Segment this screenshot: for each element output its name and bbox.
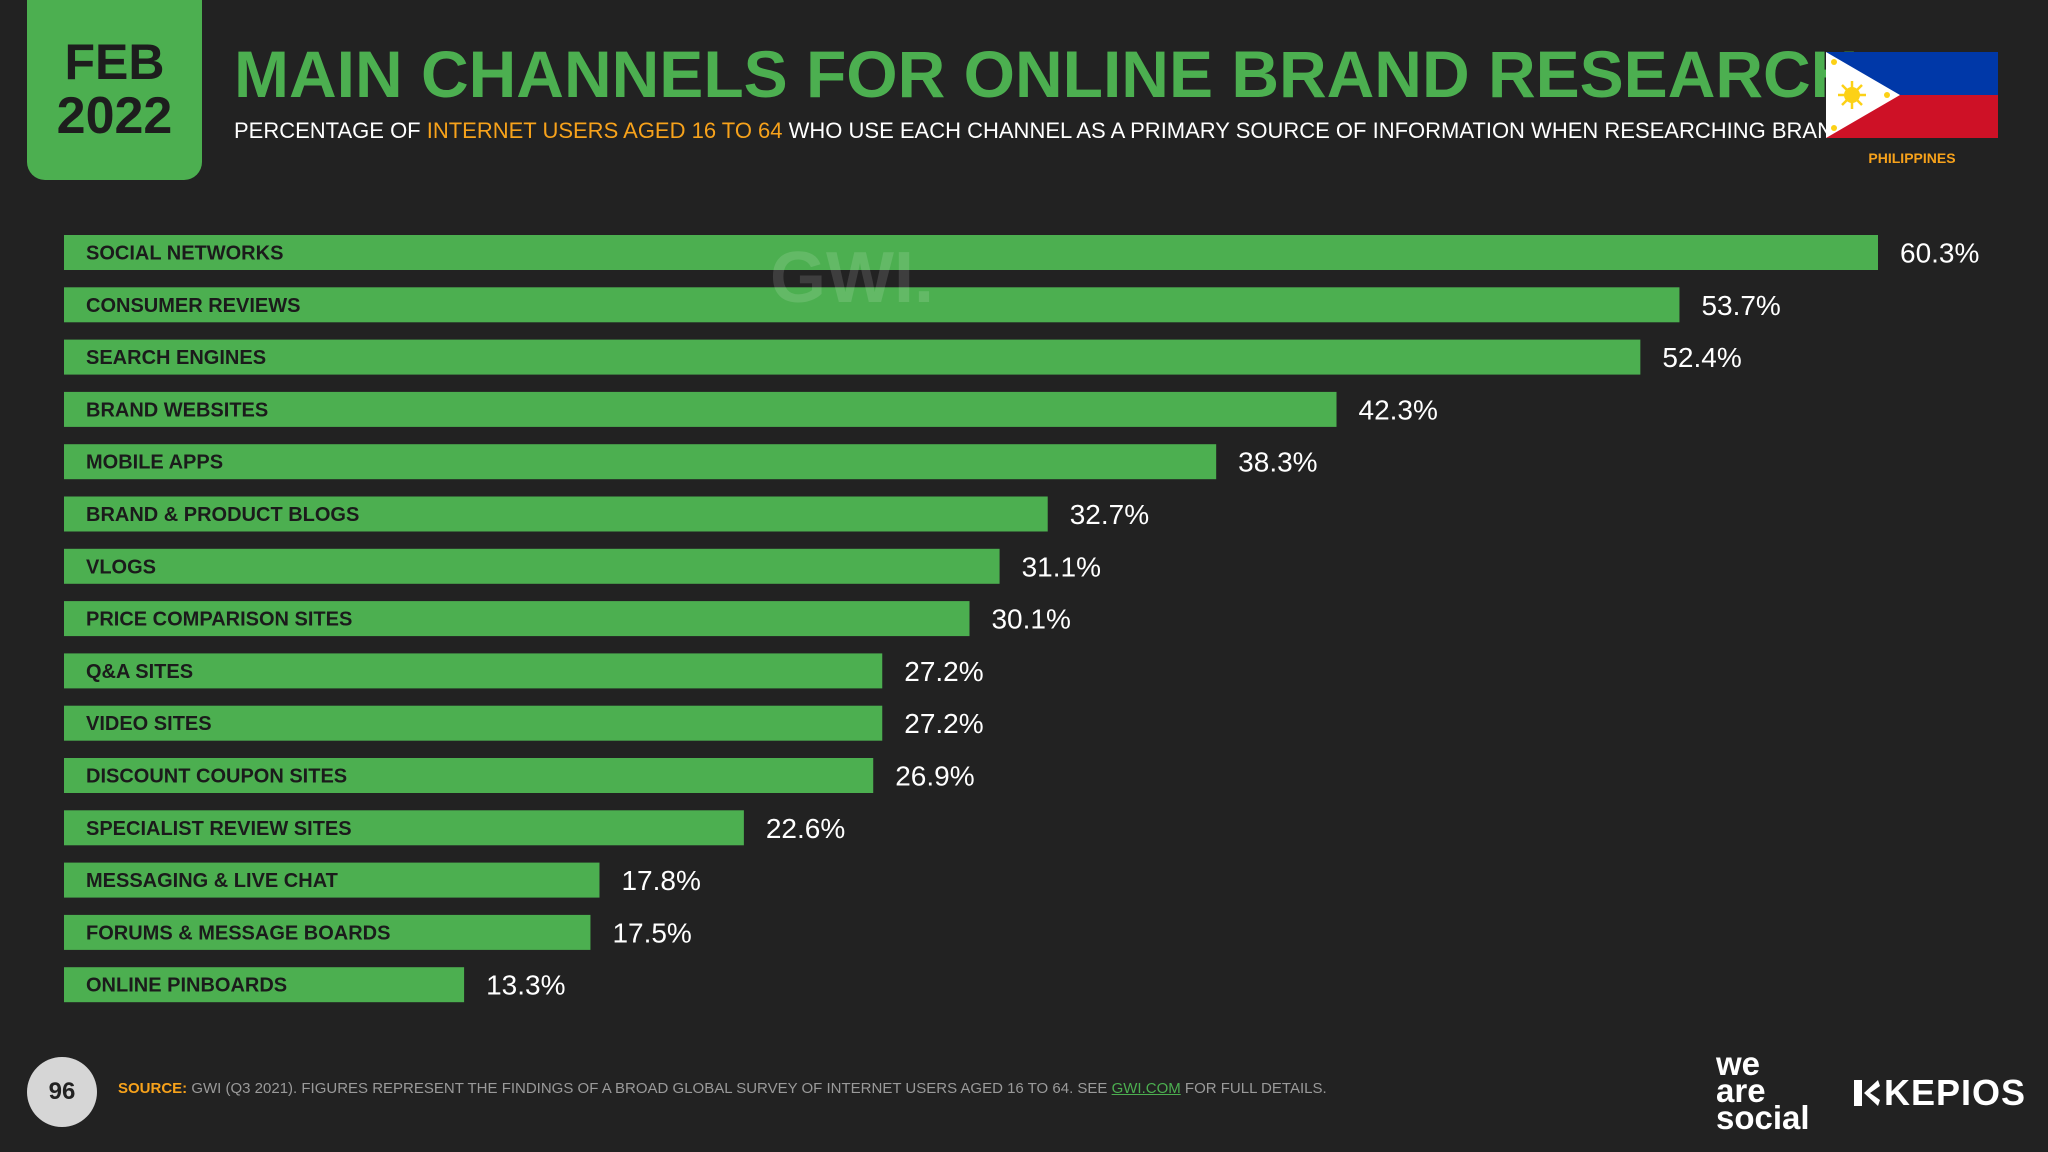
bar-value-label: 60.3%: [1900, 238, 1979, 269]
source-label: SOURCE:: [118, 1080, 188, 1097]
date-month: FEB: [64, 34, 165, 90]
bar-value-label: 27.2%: [904, 708, 983, 739]
page-title: MAIN CHANNELS FOR ONLINE BRAND RESEARCH: [234, 37, 1859, 111]
bar-category-label: ONLINE PINBOARDS: [86, 975, 287, 997]
bar-1: [64, 235, 1878, 270]
bar-value-label: 30.1%: [991, 604, 1070, 635]
bar-value-label: 32.7%: [1070, 499, 1149, 530]
bar-category-label: FORUMS & MESSAGE BOARDS: [86, 922, 390, 944]
bar-12: [64, 810, 744, 846]
logo-line-we: we: [1716, 1045, 1761, 1082]
bar-6: [64, 496, 1048, 532]
bar-value-label: 31.1%: [1022, 551, 1101, 582]
page-subtitle: PERCENTAGE OF INTERNET USERS AGED 16 TO …: [234, 118, 1864, 144]
bar-category-label: MOBILE APPS: [86, 452, 223, 474]
bar-category-label: BRAND WEBSITES: [86, 399, 268, 421]
date-year: 2022: [56, 87, 173, 145]
bar-value-label: 22.6%: [766, 813, 845, 844]
bar-value-label: 17.5%: [612, 917, 691, 948]
we-are-social-logo: we are social: [1716, 1045, 1810, 1136]
subtitle-highlight: INTERNET USERS AGED 16 TO 64: [426, 118, 783, 143]
country-label: PHILIPPINES: [1868, 150, 1956, 166]
bar-4: [64, 391, 1337, 427]
bar-category-label: SEARCH ENGINES: [86, 347, 266, 369]
bar-category-label: BRAND & PRODUCT BLOGS: [86, 504, 359, 526]
bar-value-label: 42.3%: [1359, 394, 1438, 425]
source-link[interactable]: GWI.COM: [1111, 1080, 1181, 1097]
source-tail: FOR FULL DETAILS.: [1180, 1080, 1327, 1097]
bar-category-label: CONSUMER REVIEWS: [86, 295, 300, 317]
bar-value-label: 17.8%: [621, 865, 700, 896]
bar-7: [64, 548, 1000, 584]
bar-category-label: DISCOUNT COUPON SITES: [86, 766, 347, 788]
bar-category-label: VIDEO SITES: [86, 713, 212, 735]
subtitle-pre: PERCENTAGE OF: [234, 118, 427, 143]
bar-8: [64, 601, 970, 637]
bar-category-label: SPECIALIST REVIEW SITES: [86, 818, 352, 840]
logo-line-are: are: [1716, 1072, 1766, 1109]
date-badge: FEB 2022: [27, 0, 202, 180]
bar-category-label: VLOGS: [86, 556, 156, 578]
philippines-flag-icon: [1826, 52, 1998, 138]
source-note: SOURCE: GWI (Q3 2021). FIGURES REPRESENT…: [118, 1080, 1327, 1097]
bar-value-label: 38.3%: [1238, 447, 1317, 478]
bar-3: [64, 339, 1641, 375]
bar-category-label: Q&A SITES: [86, 661, 193, 683]
kepios-mark-icon: [1854, 1080, 1880, 1106]
bar-value-label: 53.7%: [1701, 290, 1780, 321]
kepios-wordmark: KEPIOS: [1884, 1072, 2027, 1113]
subtitle-post: WHO USE EACH CHANNEL AS A PRIMARY SOURCE…: [782, 118, 1864, 143]
bar-category-label: MESSAGING & LIVE CHAT: [86, 870, 338, 892]
kepios-logo: KEPIOS: [1852, 1072, 2026, 1114]
bar-10: [64, 705, 883, 741]
bar-value-label: 52.4%: [1662, 342, 1741, 373]
country-flag-block: PHILIPPINES: [1826, 52, 1998, 166]
bar-5: [64, 444, 1217, 480]
bar-9: [64, 653, 883, 689]
bar-13: [64, 862, 600, 898]
gwi-watermark: GWI.: [770, 238, 934, 318]
logo-line-social: social: [1716, 1099, 1810, 1136]
bar-category-label: PRICE COMPARISON SITES: [86, 609, 352, 631]
bar-11: [64, 758, 874, 793]
bar-value-label: 13.3%: [486, 970, 565, 1001]
bar-2: [64, 287, 1680, 323]
bar-15: [64, 967, 465, 1003]
bar-category-label: SOCIAL NETWORKS: [86, 243, 283, 265]
bar-value-label: 26.9%: [895, 761, 974, 792]
page-number: 96: [27, 1057, 97, 1127]
bar-14: [64, 914, 591, 950]
bar-value-label: 27.2%: [904, 656, 983, 687]
source-text: GWI (Q3 2021). FIGURES REPRESENT THE FIN…: [187, 1080, 1112, 1097]
